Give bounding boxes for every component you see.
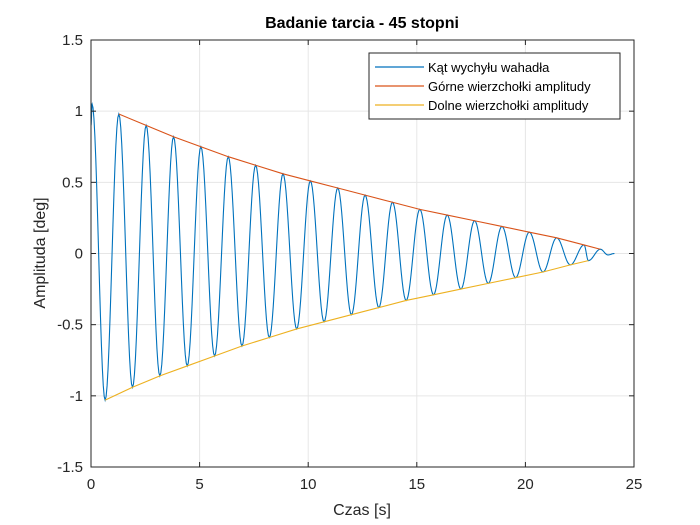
x-tick-label: 20 (517, 476, 534, 493)
x-tick-label: 0 (87, 476, 95, 493)
y-tick-label: -1.5 (57, 459, 83, 476)
legend-label-angle: Kąt wychyłu wahadła (428, 60, 550, 75)
series-upper-peaks-line (118, 113, 601, 250)
x-tick-label: 5 (195, 476, 203, 493)
x-tick-label: 10 (300, 476, 317, 493)
y-axis-label: Amplituda [deg] (32, 197, 49, 308)
ticks (90, 39, 635, 468)
x-axis-label: Czas [s] (333, 502, 391, 519)
legend-label-lower-peaks: Dolne wierzchołki amplitudy (428, 98, 589, 113)
y-tick-label: 0 (75, 246, 83, 263)
y-tick-label: 1 (75, 103, 83, 120)
y-tick-label: -1 (70, 388, 83, 405)
legend: Kąt wychyłu wahadła Górne wierzchołki am… (368, 52, 621, 120)
series-layer (90, 101, 615, 403)
x-tick-label: 15 (408, 476, 425, 493)
y-tick-label: 1.5 (62, 32, 83, 49)
series-angle-line (90, 101, 615, 403)
chart-title: Badanie tarcia - 45 stopni (265, 15, 459, 32)
legend-label-upper-peaks: Górne wierzchołki amplitudy (428, 79, 591, 94)
y-tick-label: -0.5 (57, 317, 83, 334)
y-tick-label: 0.5 (62, 174, 83, 191)
tick-labels: 0 5 10 15 20 25 -1.5 -1 -0.5 0 0.5 1 1.5 (57, 32, 642, 493)
x-tick-label: 25 (626, 476, 643, 493)
series-lower-peaks-line (104, 260, 589, 401)
